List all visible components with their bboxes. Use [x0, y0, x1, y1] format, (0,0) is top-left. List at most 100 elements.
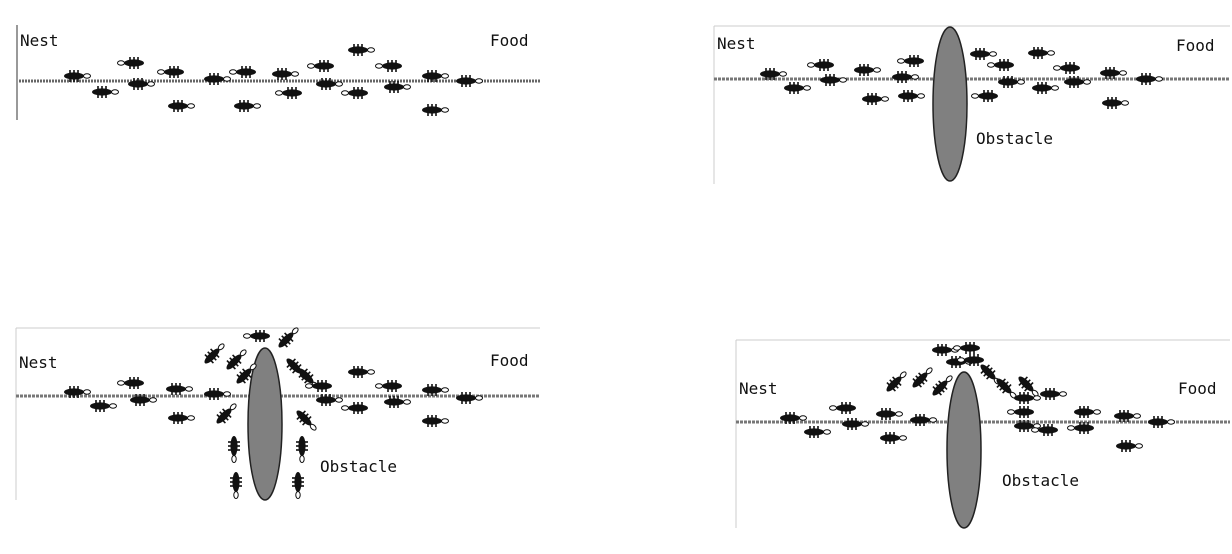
ant-icon — [305, 380, 332, 392]
ant-icon — [422, 415, 449, 427]
ant-icon — [117, 377, 144, 389]
ant-icon — [854, 64, 881, 76]
ant-icon — [130, 394, 157, 406]
ant-icon — [897, 55, 924, 67]
ant-icon — [1148, 416, 1175, 428]
ant-icon — [272, 68, 299, 80]
ant-trail-diagram-1: Nest Food — [16, 25, 540, 120]
ant-icon — [92, 86, 119, 98]
ant-icon — [128, 78, 155, 90]
ant-icon — [384, 81, 411, 93]
ant-icon — [296, 436, 308, 463]
food-label: Food — [1178, 379, 1217, 398]
nest-label: Nest — [717, 34, 756, 53]
ant-icon — [1074, 406, 1101, 418]
ant-icon — [880, 432, 907, 444]
ant-icon — [234, 100, 261, 112]
ant-icon — [278, 327, 299, 348]
ant-icon — [1028, 47, 1055, 59]
ant-icon — [886, 371, 907, 392]
obstacle-label: Obstacle — [976, 129, 1053, 148]
ant-icon — [341, 402, 368, 414]
obstacle-shape — [946, 371, 982, 529]
ant-trail-diagram-3: Nest Food Obstacle — [15, 327, 540, 501]
ant-icon — [898, 90, 925, 102]
ant-icon — [216, 403, 237, 424]
ant-icon — [204, 343, 225, 364]
panel-trail-reformed: Nest Food Obstacle — [734, 338, 1232, 530]
obstacle-label: Obstacle — [1002, 471, 1079, 490]
ant-icon — [1014, 392, 1041, 404]
ant-icon — [1014, 420, 1041, 432]
panel-obstacle-placed: Nest Food Obstacle — [712, 24, 1232, 186]
ant-icon — [1114, 410, 1141, 422]
ant-group — [64, 327, 483, 499]
ant-icon — [784, 82, 811, 94]
ant-icon — [64, 70, 91, 82]
ant-icon — [316, 394, 343, 406]
ant-icon — [807, 59, 834, 71]
ant-icon — [1102, 97, 1129, 109]
ant-icon — [780, 412, 807, 424]
ant-icon — [456, 392, 483, 404]
ant-icon — [456, 75, 483, 87]
ant-icon — [892, 71, 919, 83]
ant-group — [760, 47, 1163, 109]
ant-icon — [876, 408, 903, 420]
ant-icon — [204, 388, 231, 400]
ant-icon — [932, 344, 959, 356]
ant-group — [780, 342, 1175, 452]
ant-icon — [1116, 440, 1143, 452]
ant-icon — [996, 378, 1017, 399]
ant-icon — [348, 366, 375, 378]
obstacle-shape — [247, 347, 283, 501]
nest-label: Nest — [19, 353, 58, 372]
ant-icon — [316, 78, 343, 90]
ant-icon — [1007, 406, 1034, 418]
ant-icon — [422, 70, 449, 82]
ant-icon — [1064, 76, 1091, 88]
nest-label: Nest — [20, 31, 59, 50]
ant-icon — [341, 87, 368, 99]
ant-icon — [842, 418, 869, 430]
ant-icon — [987, 59, 1014, 71]
ant-icon — [957, 354, 984, 366]
ant-icon — [243, 330, 270, 342]
ant-icon — [422, 104, 449, 116]
ant-icon — [204, 73, 231, 85]
ant-trail-diagram-4: Nest Food Obstacle — [735, 339, 1230, 529]
ant-icon — [910, 414, 937, 426]
ant-icon — [166, 383, 193, 395]
ant-icon — [236, 363, 257, 384]
ant-icon — [1040, 388, 1067, 400]
ant-icon — [375, 60, 402, 72]
ant-icon — [1136, 73, 1163, 85]
ant-icon — [422, 384, 449, 396]
ant-icon — [229, 66, 256, 78]
ant-icon — [760, 68, 787, 80]
ant-icon — [1032, 82, 1059, 94]
ant-icon — [296, 410, 317, 431]
ant-icon — [1067, 422, 1094, 434]
ant-icon — [292, 472, 304, 499]
ant-icon — [971, 90, 998, 102]
panel-ants-splitting: Nest Food Obstacle — [14, 326, 544, 502]
obstacle-label: Obstacle — [320, 457, 397, 476]
food-label: Food — [1176, 36, 1215, 55]
ant-icon — [90, 400, 117, 412]
ant-icon — [829, 402, 856, 414]
ant-group — [64, 44, 483, 116]
ant-icon — [226, 349, 247, 370]
ant-icon — [862, 93, 889, 105]
obstacle-shape — [932, 26, 968, 182]
panel-no-obstacle: Nest Food — [14, 20, 544, 125]
ant-icon — [275, 87, 302, 99]
ant-icon — [953, 342, 980, 354]
ant-icon — [1031, 424, 1058, 436]
ant-icon — [1053, 62, 1080, 74]
ant-icon — [970, 48, 997, 60]
ant-icon — [230, 472, 242, 499]
ant-trail-diagram-2: Nest Food Obstacle — [713, 25, 1230, 184]
ant-icon — [932, 375, 953, 396]
ant-icon — [1100, 67, 1127, 79]
